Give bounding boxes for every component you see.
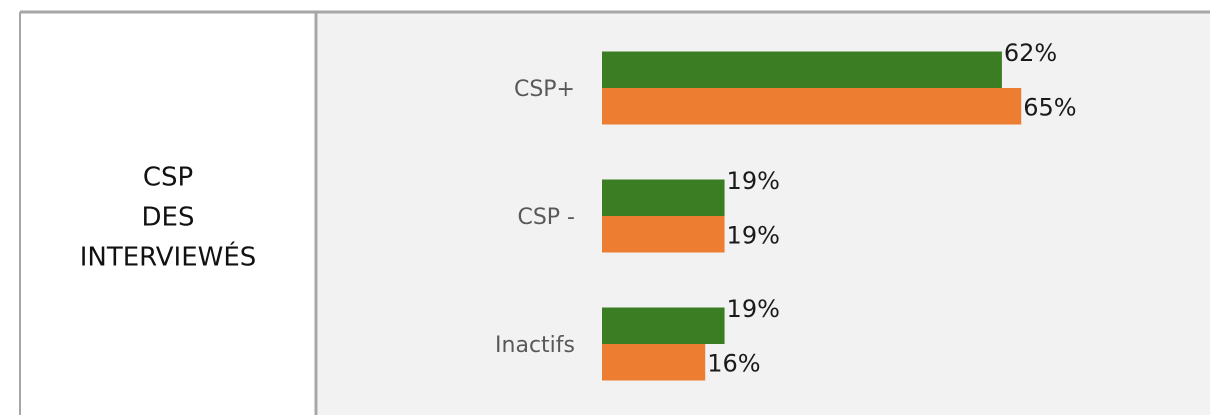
value-label: 19% bbox=[727, 221, 780, 249]
value-label: 19% bbox=[727, 295, 780, 323]
value-label: 62% bbox=[1004, 39, 1057, 67]
bar bbox=[602, 307, 725, 344]
value-label: 65% bbox=[1023, 93, 1076, 121]
heading-line: DES bbox=[142, 203, 195, 233]
value-label: 19% bbox=[727, 167, 780, 195]
heading-line: CSP bbox=[143, 163, 193, 193]
bar bbox=[602, 179, 725, 216]
category-label: CSP+ bbox=[514, 77, 575, 102]
category-label: Inactifs bbox=[495, 333, 575, 358]
bar bbox=[602, 51, 1002, 88]
heading-line: INTERVIEWÉS bbox=[80, 241, 257, 273]
bar bbox=[602, 88, 1022, 125]
value-label: 16% bbox=[707, 349, 760, 377]
category-label: CSP - bbox=[517, 205, 575, 230]
bar bbox=[602, 216, 725, 253]
bar bbox=[602, 344, 706, 381]
